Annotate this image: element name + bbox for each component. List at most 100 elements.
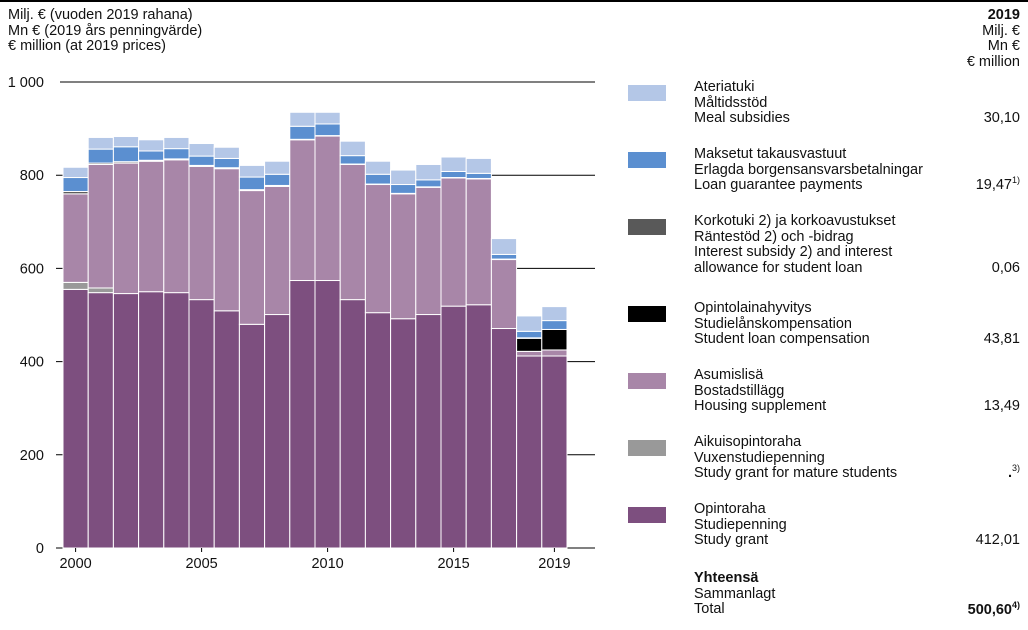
legend-swatch (628, 440, 666, 456)
unit-line-fi: Milj. € (vuoden 2019 rahana) (8, 7, 193, 23)
x-tick-label: 2005 (185, 556, 217, 572)
bar-segment (339, 140, 366, 157)
legend-value-number: 30,10 (983, 110, 1020, 126)
legend-swatch (628, 507, 666, 523)
y-tick-label: 600 (20, 261, 44, 277)
bar-segment (188, 165, 215, 301)
legend-label-line: Korkotuki 2) ja korkoavustukset (694, 213, 896, 229)
bar-segment (364, 312, 392, 549)
bar-segment (112, 162, 140, 295)
legend-label-line: Studiepenning (694, 516, 787, 533)
total-label-fi: Yhteensä (694, 570, 759, 586)
legend-labels: Opintolainahyvitys Studielånskompensation… (694, 300, 870, 348)
legend-labels: Asumislisä Bostadstillägg Housing suppleme… (694, 367, 827, 415)
legend-label-line: Studielånskompensation (694, 315, 852, 332)
bar-segment (465, 157, 492, 174)
bar-segment (289, 139, 316, 282)
bar-segment (163, 148, 190, 160)
bar-segment (138, 139, 165, 152)
bar-segment (364, 160, 392, 175)
bar-segment (238, 323, 266, 549)
bar-segment (440, 305, 467, 549)
legend-label-line: Ateriatuki (694, 79, 755, 95)
legend-value: 43,81 (983, 331, 1020, 348)
legend-labels: Opintoraha Studiepenning Study grant (694, 501, 787, 549)
bar-segment (112, 146, 140, 163)
legend-value-number: 13,49 (983, 398, 1020, 414)
legend-label-line: Vuxenstudiepenning (694, 449, 825, 466)
bar-segment (112, 136, 140, 148)
bar-segment (339, 299, 366, 549)
bar-segment (541, 320, 568, 330)
bar-segment (490, 328, 518, 549)
bar-segment (289, 125, 316, 140)
legend-labels: Korkotuki 2) ja korkoavustukset Räntestöd… (694, 213, 896, 276)
bar-segment (87, 163, 114, 289)
year-unit-sv: Mn € (987, 38, 1020, 54)
bar-segment (465, 304, 492, 549)
bar-segment (314, 111, 341, 125)
bar-segment (62, 177, 89, 193)
legend-label-line: Meal subsidies (694, 110, 790, 126)
legend-swatch (628, 219, 666, 235)
bar-segment (289, 111, 316, 127)
unit-line-en: € million (at 2019 prices) (8, 38, 166, 54)
bar-segment (188, 155, 215, 166)
bar-segment (238, 176, 266, 191)
year-header: 2019 Milj. € Mn € € million (966, 7, 1020, 70)
bar-segment (213, 146, 240, 159)
bar-segment (289, 280, 316, 549)
x-tick-label: 2015 (437, 556, 469, 572)
legend-value-note: 1) (1011, 175, 1020, 186)
bar-segment (440, 177, 467, 307)
legend-label-line: Bostadstillägg (694, 382, 785, 399)
legend-label-line: Student loan compensation (694, 331, 870, 347)
total-label: Yhteensä Sammanlagt Total (694, 570, 775, 618)
unit-line-sv: Mn € (2019 års penningvärde) (8, 22, 203, 39)
bar-segment (188, 143, 215, 157)
bar-segment (516, 330, 543, 339)
legend-swatch (628, 373, 666, 389)
bar-segment (62, 193, 89, 283)
legend-label-line: Loan guarantee payments (694, 177, 863, 193)
year-unit-fi: Milj. € (982, 22, 1020, 39)
bar-segment (87, 287, 114, 294)
bar-segment (490, 253, 518, 260)
legend-value: 19,471) (976, 175, 1020, 194)
bar-segment (541, 349, 568, 357)
bar-segment (415, 163, 442, 181)
bar-segment (238, 164, 266, 178)
legend-label-line: Opintoraha (694, 501, 766, 517)
legend-labels: Maksetut takausvastuut Erlagda borgensans… (694, 146, 923, 194)
bar-segment (112, 293, 140, 549)
bar-segment (541, 306, 568, 322)
legend-value-number: 412,01 (975, 532, 1020, 548)
total-value-note: 4) (1011, 600, 1020, 611)
bar-segment (364, 173, 392, 185)
y-tick-label: 200 (20, 448, 44, 464)
bar-segment (314, 123, 341, 137)
bar-segment (314, 280, 341, 549)
bar-segment (163, 136, 190, 150)
year-unit-en: € million (966, 53, 1020, 70)
bar-segment (390, 169, 417, 186)
unit-header: Milj. € (vuoden 2019 rahana) Mn € (2019 … (8, 7, 203, 55)
legend-value: 30,10 (983, 110, 1020, 127)
bar-segment (390, 193, 417, 320)
legend-label-line: Study grant for mature students (694, 465, 898, 481)
bar-segment (516, 355, 543, 549)
legend-value: 0,06 (992, 260, 1020, 277)
legend-label-line: allowance for student loan (694, 259, 863, 276)
legend-value-number: . (1007, 465, 1012, 481)
legend-label-line: Aikuisopintoraha (694, 434, 802, 450)
bar-segment (415, 186, 442, 316)
legend-value-note: 3) (1011, 463, 1020, 474)
x-tick-label: 2019 (538, 556, 570, 572)
bar-segment (62, 288, 89, 549)
bar-segment (138, 150, 165, 161)
legend-label-line: Erlagda borgensansvarsbetalningar (694, 161, 923, 178)
legend-value-number: 43,81 (983, 331, 1020, 347)
bar-segment (213, 168, 240, 312)
legend-label-line: Housing supplement (694, 398, 827, 414)
